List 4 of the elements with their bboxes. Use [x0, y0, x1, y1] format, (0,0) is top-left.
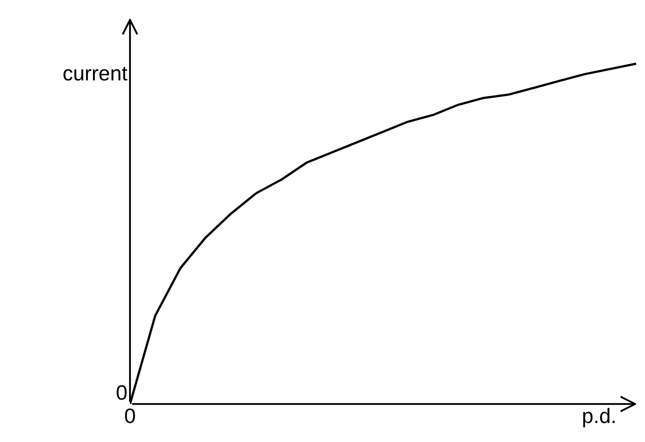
annotation: 0 — [116, 385, 127, 400]
x-axis-title: p.d. — [583, 408, 615, 428]
text: 0 — [125, 408, 135, 424]
y-axis-title: current — [64, 66, 128, 81]
